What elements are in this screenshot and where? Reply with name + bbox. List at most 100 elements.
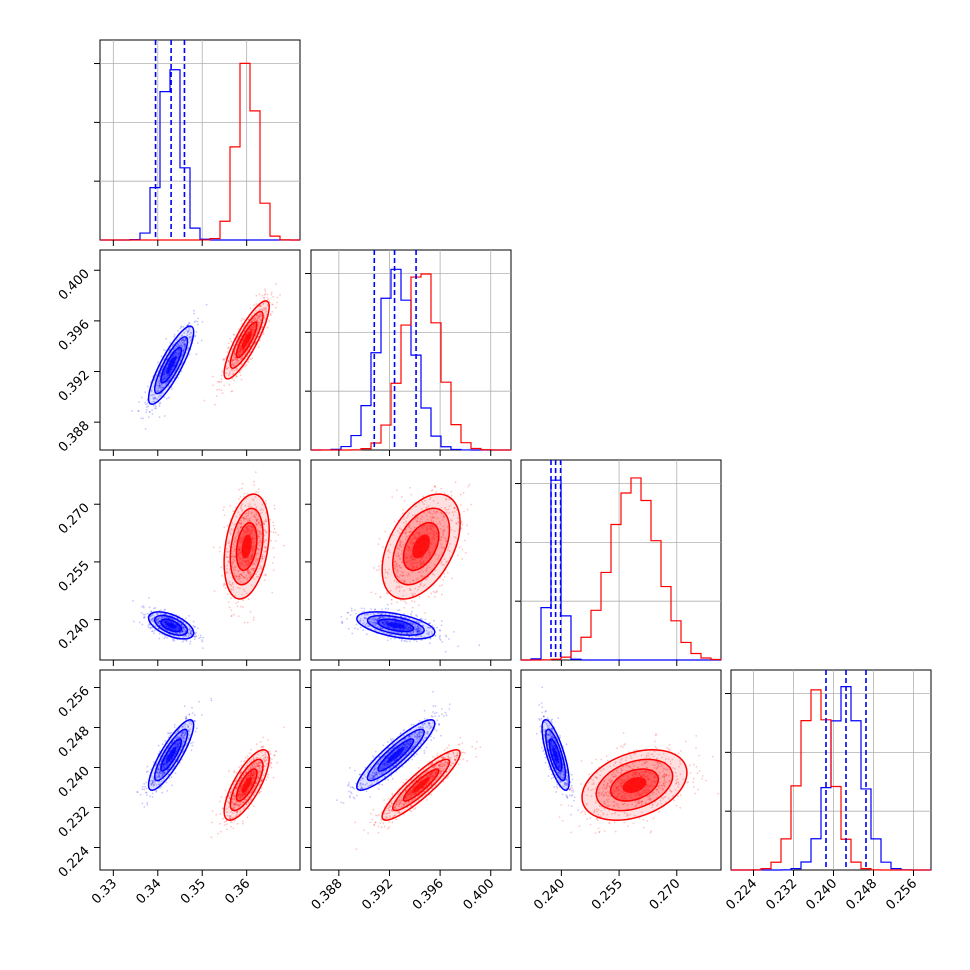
scatter-point: [178, 742, 181, 744]
scatter-point: [240, 525, 243, 528]
scatter-point: [176, 742, 178, 744]
scatter-point: [405, 627, 408, 630]
scatter-point: [250, 555, 253, 558]
scatter-point: [266, 326, 269, 329]
scatter-point: [244, 560, 247, 563]
scatter-point: [412, 594, 414, 597]
scatter-point: [165, 616, 168, 619]
scatter-point: [238, 575, 241, 578]
scatter-point: [432, 520, 435, 523]
scatter-point: [172, 355, 174, 357]
scatter-point: [379, 620, 382, 623]
scatter-point: [429, 527, 431, 529]
scatter-point: [341, 622, 343, 624]
scatter-point: [242, 575, 245, 578]
scatter-point: [247, 571, 250, 574]
scatter-point: [169, 342, 172, 344]
scatter-point: [262, 522, 265, 524]
scatter-point: [416, 630, 419, 633]
scatter-point: [416, 561, 419, 564]
scatter-point: [263, 579, 266, 581]
scatter-point: [256, 519, 258, 522]
scatter-point: [404, 626, 407, 629]
scatter-point: [233, 379, 236, 382]
scatter-point: [430, 592, 433, 595]
scatter-point: [176, 745, 179, 747]
scatter-point: [405, 520, 407, 523]
scatter-point: [384, 613, 386, 616]
scatter-point: [413, 625, 416, 628]
scatter-point: [241, 509, 244, 512]
scatter-point: [193, 635, 196, 638]
scatter-point: [254, 503, 256, 506]
scatter-point: [256, 559, 258, 562]
panel-frame: [310, 249, 512, 451]
scatter-point: [379, 626, 381, 628]
scatter-point: [247, 527, 250, 530]
scatter-point: [165, 337, 168, 340]
scatter-point: [158, 771, 161, 774]
scatter-point: [441, 530, 444, 532]
scatter-point: [229, 583, 232, 586]
scatter-point: [425, 514, 428, 517]
scatter-point: [227, 342, 230, 345]
scatter-point: [395, 587, 397, 590]
scatter-point: [434, 634, 436, 637]
scatter-point: [440, 527, 442, 530]
scatter-point: [250, 326, 253, 329]
scatter-point: [214, 403, 216, 406]
scatter-point: [273, 507, 276, 510]
scatter-point: [227, 366, 230, 369]
scatter-point: [240, 526, 242, 528]
scatter-point: [189, 642, 191, 645]
scatter-point: [256, 319, 258, 322]
scatter-point: [421, 500, 423, 503]
scatter-point: [190, 332, 193, 334]
scatter-point: [395, 562, 398, 565]
scatter-point: [233, 566, 236, 569]
scatter-point: [443, 572, 446, 575]
scatter-point: [257, 553, 260, 556]
scatter-point: [363, 610, 366, 613]
scatter-point: [380, 616, 382, 619]
scatter-point: [408, 573, 410, 576]
scatter-point: [421, 556, 423, 559]
scatter-point: [398, 554, 400, 557]
scatter-point: [238, 522, 241, 524]
scatter-point: [244, 504, 247, 507]
scatter-point: [159, 401, 162, 404]
scatter-point: [184, 343, 187, 346]
scatter-point: [252, 563, 255, 565]
scatter-point: [136, 791, 139, 793]
scatter-point: [416, 630, 419, 633]
scatter-point: [188, 327, 191, 329]
scatter-point: [409, 588, 411, 591]
scatter-point: [173, 335, 176, 338]
scatter-point: [418, 630, 421, 632]
scatter-point: [168, 373, 171, 376]
scatter-point: [163, 766, 166, 768]
scatter-point: [467, 533, 470, 535]
scatter-point: [438, 636, 441, 638]
scatter-point: [394, 620, 396, 623]
scatter-point: [374, 608, 376, 611]
scatter-point: [409, 546, 411, 549]
scatter-point: [176, 627, 179, 630]
scatter-point: [409, 564, 412, 566]
scatter-point: [237, 577, 240, 580]
scatter-point: [158, 382, 161, 385]
scatter-point: [255, 518, 257, 521]
scatter-point: [176, 632, 178, 635]
scatter-point: [155, 764, 157, 767]
scatter-point: [425, 629, 428, 632]
scatter-point: [415, 614, 417, 616]
scatter-point: [156, 776, 159, 779]
scatter-point: [181, 346, 184, 348]
scatter-point: [369, 613, 372, 615]
scatter-point: [409, 626, 412, 628]
scatter-point: [151, 780, 154, 783]
scatter-point: [413, 618, 415, 621]
scatter-point: [154, 405, 157, 408]
scatter-point: [161, 379, 164, 381]
scatter-point: [404, 600, 407, 603]
